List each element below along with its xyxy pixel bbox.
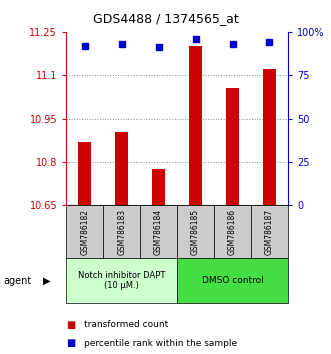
Text: ■: ■	[66, 338, 75, 348]
Bar	[115, 132, 128, 205]
Bar	[189, 46, 202, 205]
Text: percentile rank within the sample: percentile rank within the sample	[84, 339, 238, 348]
Text: ▶: ▶	[43, 275, 51, 286]
Bar	[78, 142, 91, 205]
Text: Notch inhibitor DAPT
(10 μM.): Notch inhibitor DAPT (10 μM.)	[78, 271, 165, 290]
Text: GSM786186: GSM786186	[228, 209, 237, 255]
Text: ■: ■	[66, 320, 75, 330]
Bar	[226, 88, 239, 205]
Text: DMSO control: DMSO control	[202, 276, 263, 285]
Bar	[152, 169, 165, 205]
Text: GSM786187: GSM786187	[265, 209, 274, 255]
Text: GSM786182: GSM786182	[80, 209, 89, 255]
Text: GSM786185: GSM786185	[191, 209, 200, 255]
Text: GSM786184: GSM786184	[154, 209, 163, 255]
Text: GSM786183: GSM786183	[117, 209, 126, 255]
Text: agent: agent	[3, 275, 31, 286]
Text: GDS4488 / 1374565_at: GDS4488 / 1374565_at	[93, 12, 238, 25]
Bar	[263, 69, 276, 205]
Text: transformed count: transformed count	[84, 320, 169, 329]
